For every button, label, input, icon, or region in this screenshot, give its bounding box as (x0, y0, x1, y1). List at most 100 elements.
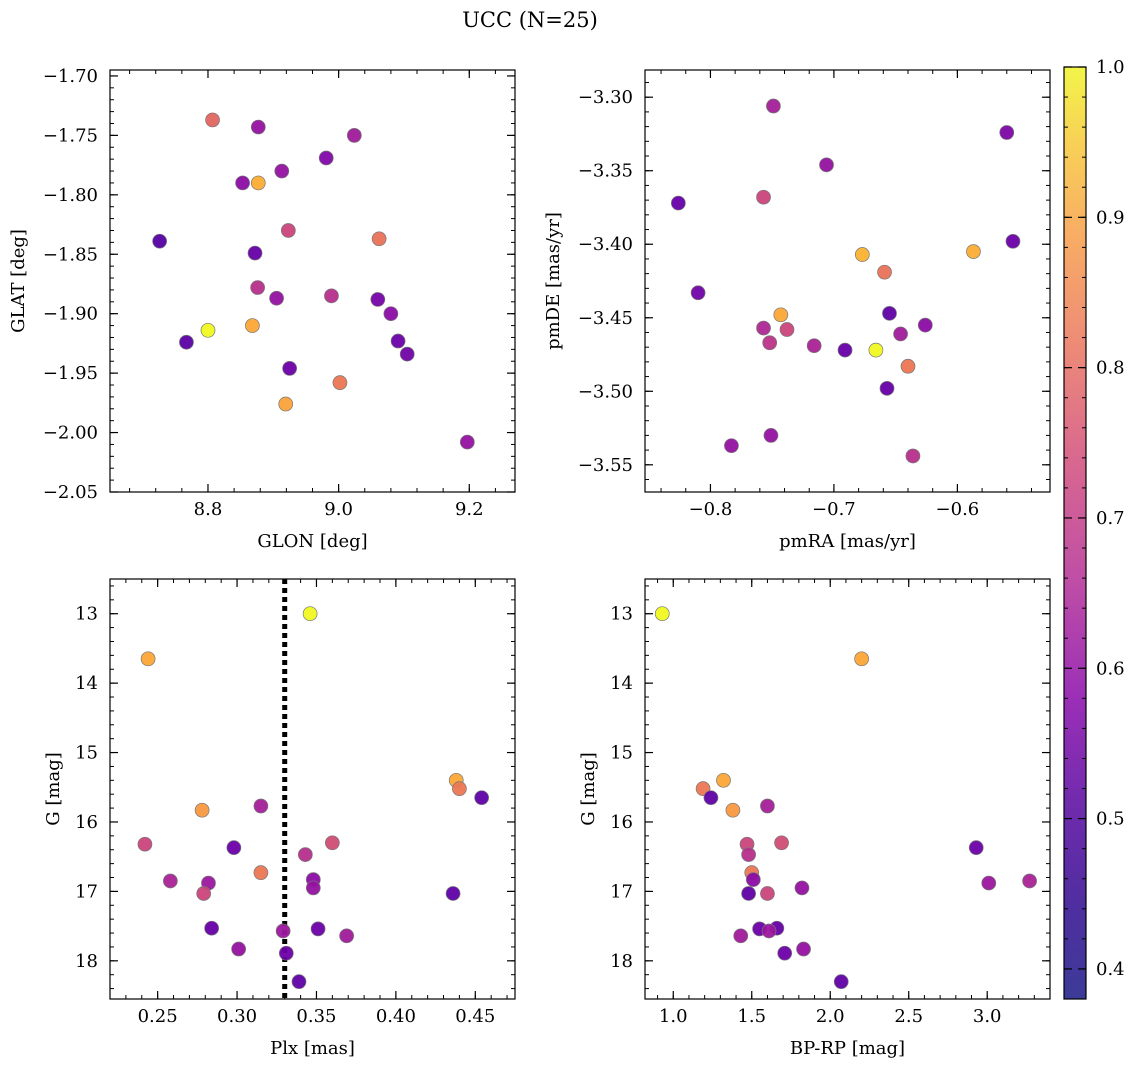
x-tick-label: 1.5 (737, 1006, 766, 1027)
scatter-point (318, 150, 334, 166)
y-tick-label: 15 (75, 743, 98, 764)
y-tick-label: 16 (610, 812, 633, 833)
x-tick-label: 0.45 (455, 1006, 495, 1027)
scatter-point (882, 305, 897, 321)
panel-2: −0.8 −0.7 −0.6 −3.55 −3.50 −3.45 −3.40 −3.35 −3.… (543, 69, 1051, 552)
scatter-point (716, 772, 731, 788)
scatter-point (763, 428, 779, 443)
scatter-point (339, 928, 354, 944)
scatter-point (654, 606, 670, 622)
colorbar-gradient (1063, 66, 1087, 1000)
y-tick-label: −2.00 (43, 423, 98, 444)
y-tick-label: 14 (610, 673, 633, 694)
y-tick-label: −3.30 (578, 87, 633, 108)
scatter-point (745, 872, 761, 887)
scatter-point (741, 847, 756, 862)
x-axis-label: pmRA [mas/yr] (779, 531, 916, 552)
scatter-point (966, 244, 981, 259)
scatter-point (140, 651, 156, 667)
scatter-point (854, 247, 870, 262)
scatter-point (310, 921, 326, 937)
scatter-point (250, 119, 266, 135)
scatter-point (806, 338, 822, 354)
axes-frame (109, 69, 516, 493)
scatter-point (305, 880, 321, 896)
scatter-point (247, 245, 263, 261)
y-tick-label: −1.80 (43, 185, 98, 206)
colorbar-tick-label: 0.8 (1096, 358, 1125, 379)
scatter-point (999, 125, 1015, 140)
scatter-point (981, 875, 997, 891)
scatter-point (332, 375, 348, 390)
scatter-point (819, 157, 834, 173)
scatter-point (371, 231, 387, 247)
scatter-point (725, 802, 741, 818)
y-tick-label: 14 (75, 673, 98, 694)
scatter-point (779, 322, 795, 337)
axes-frame (109, 578, 516, 1000)
y-axis-label: GLAT [deg] (8, 229, 29, 333)
x-tick-label: 2.0 (816, 1006, 845, 1027)
scatter-point (1022, 873, 1037, 889)
x-tick-label: 0.35 (296, 1006, 336, 1027)
scatter-point (777, 945, 793, 961)
scatter-point (383, 306, 399, 322)
scatter-point (445, 886, 461, 901)
x-tick-label: −0.6 (936, 499, 980, 520)
x-tick-label: 0.25 (138, 1006, 178, 1027)
figure-title: UCC (N=25) (462, 8, 598, 32)
scatter-point (756, 320, 771, 336)
scatter-point (196, 886, 212, 901)
scatter-point (204, 920, 219, 936)
scatter-point (917, 317, 933, 333)
colorbar-tick-label: 0.6 (1096, 658, 1125, 679)
y-tick-label: 18 (75, 951, 98, 972)
x-tick-label: −0.8 (689, 499, 733, 520)
scatter-point (879, 380, 895, 396)
scatter-point (152, 233, 167, 249)
x-tick-label: 9.0 (324, 499, 353, 520)
scatter-point (452, 781, 467, 797)
y-tick-label: 13 (75, 604, 98, 625)
scatter-point (231, 941, 246, 957)
scatter-point (235, 175, 250, 191)
scatter-point (278, 945, 294, 961)
scatter-point (893, 326, 908, 342)
scatter-point (761, 923, 777, 939)
scatter-point (253, 798, 269, 814)
scatter-point (200, 322, 216, 338)
axes-frame (644, 69, 1051, 493)
scatter-point (905, 448, 921, 464)
scatter-point (390, 333, 406, 349)
y-tick-label: −1.95 (43, 363, 98, 384)
x-tick-label: 0.30 (217, 1006, 257, 1027)
scatter-point (774, 835, 789, 851)
panel-1: 8.8 9.0 9.2 −2.05 −2.00 −1.95 −1.90 −1.85 −1.80 −… (8, 66, 516, 552)
colorbar: 0.4 0.5 0.6 0.7 0.8 0.9 1.0 (1063, 57, 1125, 1000)
scatter-points (137, 606, 489, 989)
scatter-points (152, 112, 475, 450)
colorbar-tick-label: 0.5 (1096, 809, 1125, 830)
scatter-point (733, 928, 749, 944)
scatter-point (325, 835, 340, 851)
scatter-points (654, 606, 1037, 989)
scatter-point (245, 318, 260, 333)
scatter-point (399, 346, 415, 362)
y-tick-label: 16 (75, 812, 98, 833)
scatter-point (459, 434, 475, 450)
scatter-point (690, 285, 706, 301)
y-tick-label: −1.85 (43, 244, 98, 265)
y-tick-label: −1.90 (43, 304, 98, 325)
y-tick-label: −1.75 (43, 125, 98, 146)
y-tick-label: 17 (610, 881, 633, 902)
scatter-point (796, 941, 811, 957)
y-axis-label: G [mag] (43, 752, 64, 825)
scatter-point (794, 880, 810, 896)
y-tick-label: −3.45 (578, 308, 633, 329)
x-tick-label: −0.7 (812, 499, 856, 520)
scatter-point (205, 112, 220, 128)
scatter-point (346, 128, 362, 143)
y-axis-label: pmDE [mas/yr] (543, 212, 564, 350)
scatter-point (282, 361, 297, 376)
scatter-point (837, 342, 853, 358)
